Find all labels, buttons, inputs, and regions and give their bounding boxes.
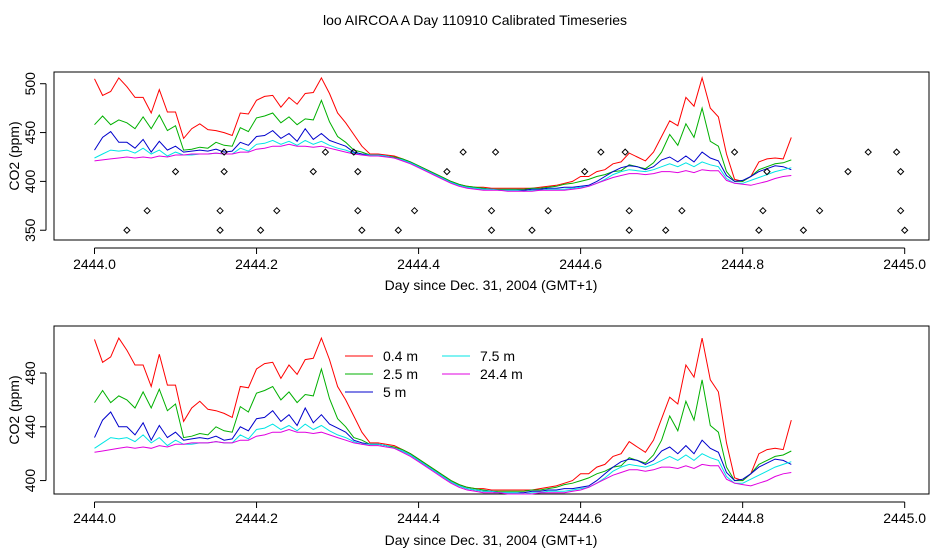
top-point-marker: [350, 148, 358, 156]
top-series-line-24-4-mm: [94, 143, 792, 192]
top-point-marker: [730, 148, 739, 156]
bottom-y-tick-label: 440: [22, 415, 38, 439]
top-series-line-5-mm: [94, 127, 792, 191]
bottom-x-axis-label: Day since Dec. 31, 2004 (GMT+1): [385, 532, 598, 548]
bottom-x-tick-label: 2445.0: [883, 510, 926, 526]
bottom-series-line-7-5-mm: [94, 423, 792, 495]
figure-title: loo AIRCOA A Day 110910 Calibrated Times…: [323, 12, 627, 28]
top-x-tick-label: 2444.4: [397, 256, 440, 272]
top-point-marker: [900, 226, 909, 234]
top-point-marker: [487, 226, 496, 234]
top-point-marker: [544, 206, 552, 215]
top-point-marker: [491, 148, 500, 156]
top-point-marker: [815, 206, 824, 215]
top-x-tick-label: 2444.0: [73, 256, 116, 272]
legend-label: 24.4 m: [480, 366, 523, 382]
top-y-axis-label: CO2 (ppm): [6, 121, 22, 190]
bottom-y-tick-label: 480: [22, 361, 38, 385]
bottom-series-line-5-mm: [94, 406, 792, 494]
top-point-marker: [443, 167, 451, 176]
top-point-marker: [123, 226, 131, 234]
legend-label: 5 m: [383, 384, 406, 400]
top-point-marker: [896, 206, 905, 215]
top-panel: 2444.0 2444.2 2444.4 2444.6 2444.8 2445.0 350…: [6, 71, 930, 293]
top-point-marker: [896, 167, 905, 176]
top-point-marker: [625, 206, 633, 215]
top-point-marker: [864, 148, 872, 156]
top-y-axis: 350 400 450 500: [22, 72, 47, 242]
top-x-tick-label: 2444.8: [721, 256, 764, 272]
bottom-series-line-2-5-mm: [94, 367, 792, 492]
top-point-marker: [763, 167, 771, 176]
top-point-marker: [220, 167, 228, 176]
top-point-marker: [171, 167, 180, 176]
top-point-marker: [309, 167, 317, 176]
top-x-tick-label: 2444.6: [559, 256, 602, 272]
top-point-marker: [321, 148, 330, 156]
top-point-marker: [678, 206, 686, 215]
top-plot-frame: [53, 71, 930, 241]
top-point-marker: [216, 226, 224, 234]
top-point-marker: [799, 226, 808, 234]
bottom-series-line-0-4-mm: [94, 336, 792, 491]
bottom-series-group: [94, 336, 792, 495]
top-point-marker: [892, 148, 901, 156]
bottom-x-axis: 2444.0 2444.2 2444.4 2444.6 2444.8 2445.0: [73, 501, 926, 526]
top-point-marker: [661, 226, 670, 234]
top-x-tick-label: 2445.0: [883, 256, 926, 272]
top-point-marker: [528, 226, 536, 234]
top-y-tick-label: 400: [22, 170, 38, 194]
top-series-line-7-5-mm: [94, 139, 792, 192]
top-x-axis-label: Day since Dec. 31, 2004 (GMT+1): [385, 277, 598, 293]
top-point-marker: [625, 226, 633, 234]
top-y-tick-label: 450: [22, 121, 38, 145]
legend: 0.4 m 2.5 m 5 m 7.5 m 24.4 m: [345, 348, 523, 400]
bottom-plot-frame: [53, 325, 930, 495]
top-point-marker: [459, 148, 467, 156]
bottom-series-line-24-4-mm: [94, 428, 792, 495]
top-point-marker: [755, 226, 763, 234]
top-point-marker: [844, 167, 852, 176]
top-point-marker: [597, 148, 605, 156]
top-point-marker: [358, 226, 366, 234]
bottom-panel: 2444.0 2444.2 2444.4 2444.6 2444.8 2445.0 400…: [6, 325, 930, 548]
bottom-x-tick-label: 2444.2: [235, 510, 278, 526]
bottom-x-tick-label: 2444.6: [559, 510, 602, 526]
top-series-line-2-5-mm: [94, 98, 792, 190]
top-point-marker: [621, 148, 629, 156]
bottom-x-tick-label: 2444.4: [397, 510, 440, 526]
top-point-marker: [759, 206, 767, 215]
top-x-axis: 2444.0 2444.2 2444.4 2444.6 2444.8 2445.0: [73, 247, 926, 272]
top-point-marker: [354, 167, 362, 176]
top-y-tick-label: 500: [22, 72, 38, 96]
top-series-line-0-4-mm: [94, 76, 792, 189]
top-point-marker: [354, 206, 362, 215]
legend-label: 2.5 m: [383, 366, 418, 382]
legend-label: 7.5 m: [480, 348, 515, 364]
top-point-marker: [487, 206, 496, 215]
bottom-x-tick-label: 2444.8: [721, 510, 764, 526]
top-points-group: [123, 148, 909, 234]
top-point-marker: [273, 206, 281, 215]
top-point-marker: [143, 206, 151, 215]
top-point-marker: [216, 206, 224, 215]
top-x-tick-label: 2444.2: [235, 256, 278, 272]
bottom-y-axis-label: CO2 (ppm): [6, 375, 22, 444]
top-point-marker: [256, 226, 265, 234]
top-point-marker: [580, 167, 589, 176]
bottom-x-tick-label: 2444.0: [73, 510, 116, 526]
legend-label: 0.4 m: [383, 348, 418, 364]
top-point-marker: [394, 226, 403, 234]
top-series-group: [94, 76, 792, 192]
bottom-y-axis: 400 440 480: [22, 361, 47, 493]
top-point-marker: [410, 206, 419, 215]
top-point-marker: [220, 148, 228, 156]
bottom-y-tick-label: 400: [22, 469, 38, 493]
top-y-tick-label: 350: [22, 218, 38, 242]
